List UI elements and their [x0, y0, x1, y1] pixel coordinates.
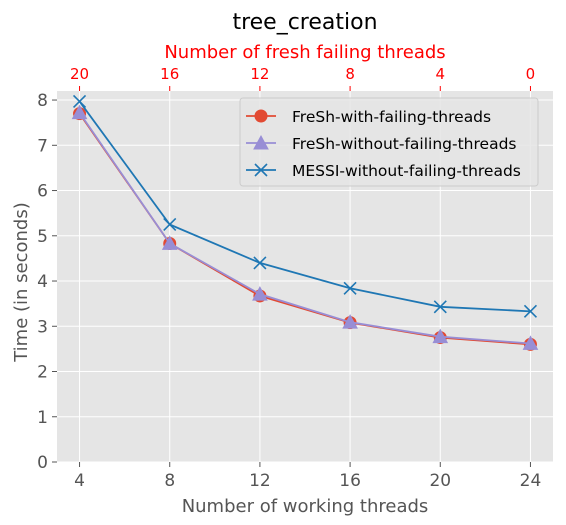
chart-title: tree_creation	[232, 10, 377, 35]
y-tick-label: 1	[37, 408, 48, 428]
top-axis: 20 16 12 8 4 0	[70, 65, 535, 91]
legend-marker	[254, 109, 268, 123]
series-line-3	[78, 100, 531, 313]
legend: FreSh-with-failing-threads FreSh-without-…	[239, 97, 539, 187]
legend-marker	[253, 134, 269, 150]
y-axis-label: Time (in seconds)	[11, 202, 32, 363]
data-point	[163, 217, 177, 232]
data-point	[342, 314, 358, 329]
top-tick-label: 16	[160, 65, 179, 83]
top-axis-label: Number of fresh failing threads	[164, 42, 445, 63]
top-tick-label: 8	[345, 65, 355, 83]
data-point	[253, 256, 267, 270]
x-tick-label: 4	[74, 471, 85, 491]
top-tick-label: 20	[70, 65, 89, 83]
data-point	[433, 300, 447, 314]
y-tick-label: 4	[37, 272, 48, 292]
top-tick-label: 0	[526, 65, 536, 83]
y-tick-label: 5	[37, 227, 48, 247]
x-axis: 4 8 12 16 20 24	[74, 462, 541, 491]
x-tick-label: 12	[249, 471, 271, 491]
data-point	[161, 235, 178, 250]
data-point	[343, 281, 357, 295]
y-tick-label: 6	[37, 182, 48, 202]
data-point	[523, 304, 538, 318]
data-point	[71, 104, 88, 120]
y-tick-label: 8	[37, 91, 48, 111]
legend-label: FreSh-without-failing-threads	[292, 135, 517, 153]
legend-label: FreSh-with-failing-threads	[292, 108, 491, 126]
legend-label: MESSI-without-failing-threads	[292, 162, 521, 180]
legend-box	[239, 97, 539, 187]
y-axis: 0 1 2 3 4 5 6 7 8	[37, 91, 57, 473]
series-line-2	[78, 112, 531, 345]
data-point	[522, 335, 539, 350]
y-tick-label: 3	[37, 317, 48, 337]
x-axis-label: Number of working threads	[182, 496, 429, 517]
x-tick-label: 8	[164, 471, 175, 491]
x-tick-label: 16	[339, 471, 361, 491]
data-point	[72, 94, 87, 108]
data-point	[252, 286, 268, 301]
top-tick-label: 12	[250, 65, 269, 83]
top-tick-label: 4	[435, 65, 445, 83]
series-group	[71, 94, 539, 351]
data-point	[432, 328, 449, 344]
y-tick-label: 0	[37, 453, 48, 473]
grid	[57, 91, 553, 463]
x-tick-label: 24	[520, 471, 542, 491]
legend-marker	[254, 163, 268, 177]
x-tick-label: 20	[429, 471, 451, 491]
y-tick-label: 2	[37, 363, 48, 383]
y-tick-label: 7	[37, 136, 48, 156]
